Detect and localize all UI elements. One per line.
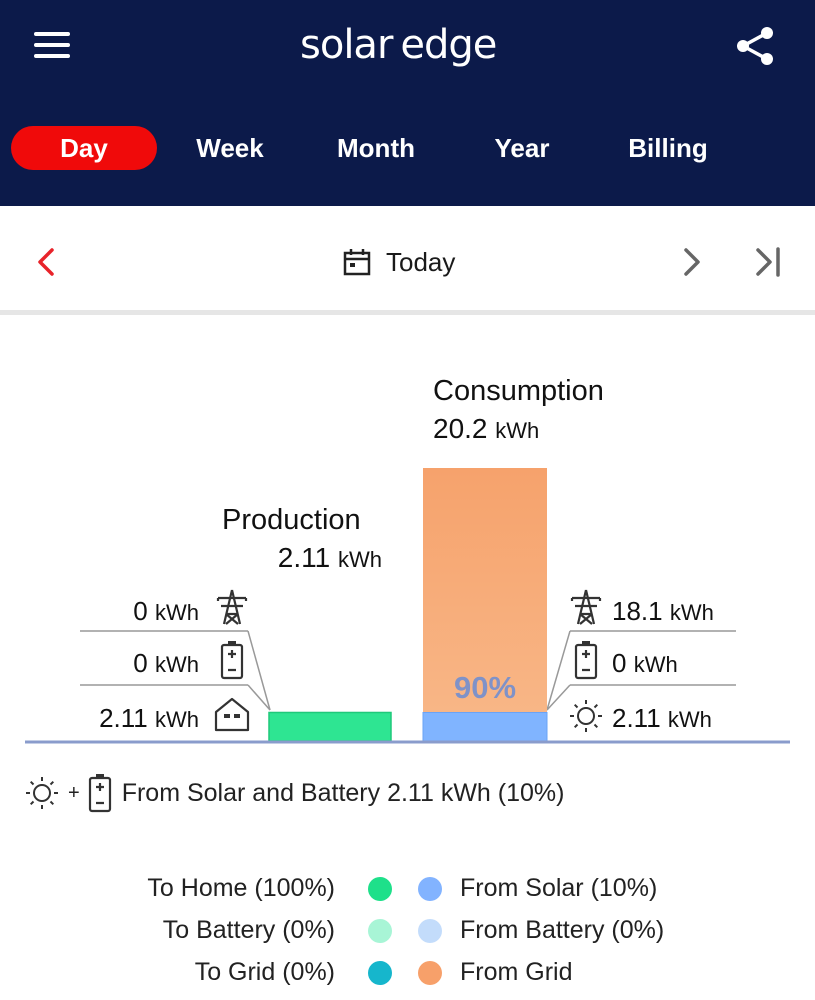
consumption-row-grid: 18.1 kWh [612,596,714,626]
legend-to-grid: To Grid (0%) [194,958,335,986]
production-connector [247,630,271,711]
legend-from-battery: From Battery (0%) [460,916,665,944]
tab-billing[interactable]: Billing [628,133,708,163]
grid-tower-icon [216,589,248,625]
tab-week[interactable]: Week [196,133,264,163]
tab-year[interactable]: Year [494,133,550,163]
sun-icon [570,700,602,732]
logo-text-solar: solar [300,22,393,68]
legend-dot-to-home [368,877,392,901]
date-picker[interactable]: Today [342,240,455,284]
production-total-unit: kWh [338,547,382,572]
logo-text-edge: edge [394,22,504,68]
consumption-title: Consumption [433,375,604,407]
tab-month[interactable]: Month [337,133,415,163]
legend-from-solar: From Solar (10%) [460,874,658,902]
consumption-row-battery: 0 kWh [612,648,678,678]
plus-sign: + [68,781,80,804]
legend-to-battery: To Battery (0%) [162,916,335,944]
consumption-row-solar: 2.11 kWh [612,703,712,733]
legend-dot-from-battery [418,919,442,943]
date-navigation-bar [0,206,815,312]
summary-text: From Solar and Battery 2.11 kWh (10%) [121,778,565,807]
divider [0,310,815,315]
production-total: 2.11 kWh [278,542,382,574]
consumption-total-value: 20.2 [433,413,488,444]
legend-dot-from-grid [418,961,442,985]
production-connector [247,684,271,711]
app-header: solar edge Day Week Month Year Billing [0,0,815,206]
hamburger-menu-icon[interactable] [30,28,74,62]
legend-dot-to-grid [368,961,392,985]
self-consumption-summary: + From Solar and Battery 2.11 kWh (10%) [24,770,564,816]
consumption-total-unit: kWh [495,418,540,443]
legend-dot-from-solar [418,877,442,901]
production-row-battery: 0 kWh [133,648,199,678]
legend-dot-to-battery [368,919,392,943]
consumption-total: 20.2 kWh [433,413,539,445]
production-row-home: 2.11 kWh [99,703,199,733]
legend-to-home: To Home (100%) [147,874,335,902]
next-period-icon[interactable] [674,244,710,280]
consumption-connector [546,684,571,711]
production-title: Production [222,504,361,536]
last-period-icon[interactable] [748,244,788,280]
production-total-value: 2.11 [277,542,331,573]
tab-day[interactable]: Day [11,126,157,170]
sun-icon [26,777,58,809]
grid-tower-icon [570,589,602,625]
energy-chart: 90% [25,468,790,744]
bar-consumption-from-grid [423,468,547,713]
date-label: Today [386,246,456,277]
home-icon [214,697,250,732]
bar-production-to-home [268,711,392,742]
production-row-grid: 0 kWh [133,596,199,626]
calendar-icon [343,249,371,276]
battery-icon [88,774,111,813]
share-icon[interactable] [734,24,778,68]
battery-icon [574,641,598,680]
legend-from-grid: From Grid [460,958,573,986]
bar-consumption-percent: 90% [454,670,516,705]
period-tabs: Day Week Month Year Billing [0,126,815,174]
solaredge-logo: solar edge [300,20,504,70]
bar-consumption-from-solar [422,711,548,742]
battery-icon [220,641,244,680]
consumption-connector [546,630,571,711]
previous-period-icon[interactable] [28,244,64,280]
